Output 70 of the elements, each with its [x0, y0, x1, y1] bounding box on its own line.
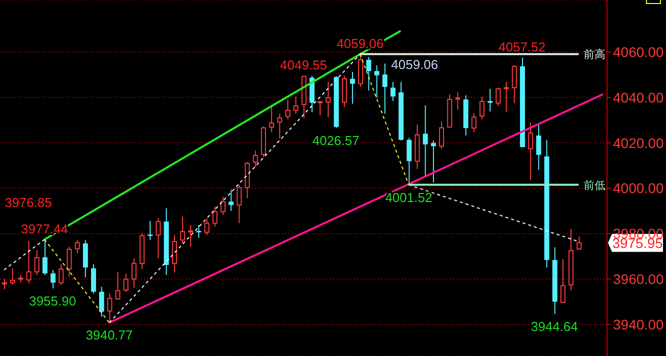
candlestick: [42, 238, 48, 276]
annotation: 4026.57: [312, 132, 360, 148]
candlestick: [99, 286, 104, 318]
annotation: 3955.90: [29, 293, 76, 308]
candlestick: [406, 137, 412, 186]
candlestick: [188, 224, 194, 248]
annotation: 4001.52: [385, 190, 432, 205]
candlestick: [220, 196, 226, 216]
candlestick: [496, 87, 501, 106]
candlestick: [115, 271, 120, 300]
y-tick-label: 4000.00: [613, 180, 664, 196]
annotation: 4049.55: [280, 58, 327, 73]
candlestick: [212, 206, 218, 228]
candlestick: [277, 113, 282, 140]
y-tick-label: 4060.00: [613, 44, 664, 60]
candlestick: [285, 98, 290, 120]
candlestick: [74, 239, 80, 254]
candlestick: [382, 63, 388, 114]
candlestick: [252, 150, 258, 168]
candlestick: [512, 64, 517, 104]
candlestick: [390, 81, 396, 102]
candlestick: [156, 218, 161, 259]
candlestick: [536, 123, 542, 170]
series-label: 前高: [584, 48, 606, 62]
candlestick: [439, 120, 444, 150]
candlestick: [528, 122, 534, 181]
candlestick: [107, 292, 112, 324]
candlestick: [374, 64, 380, 98]
candlestick: [471, 112, 476, 133]
candlestick: [204, 218, 210, 236]
y-tick-label: 4020.00: [613, 134, 664, 151]
candlestick: [50, 269, 56, 289]
candlestick: [180, 216, 186, 244]
candlestick: [196, 224, 202, 238]
annotation: 4057.52: [498, 40, 546, 55]
candlestick: [10, 268, 16, 285]
candlestick: [430, 140, 436, 184]
candlestick: [123, 272, 128, 292]
candlestick: [58, 264, 64, 286]
candlestick: [172, 234, 177, 273]
candlestick: [318, 101, 323, 116]
candlestick: [480, 96, 485, 120]
candlestick: [228, 189, 234, 212]
candlestick: [504, 81, 509, 113]
y-tick-label: 3940.00: [613, 316, 664, 332]
annotation: 3940.77: [86, 328, 133, 343]
candlestick: [560, 258, 566, 304]
y-tick-label: 3960.00: [613, 271, 664, 288]
candlestick: [576, 236, 582, 250]
candlestick: [422, 104, 428, 178]
candlestick: [293, 96, 298, 114]
candlestick: [66, 246, 72, 278]
candlestick: [91, 264, 96, 294]
candlestick: [455, 91, 460, 110]
y-tick-label: 4040.00: [613, 89, 664, 106]
candlestick: [131, 258, 136, 288]
series-label: 前低: [584, 180, 606, 192]
candlestick: [26, 240, 32, 284]
candlestick: [366, 56, 372, 91]
candlestick: [342, 75, 347, 108]
candlestick: [326, 81, 331, 118]
candlestick: [350, 71, 356, 104]
candlestick: [488, 88, 493, 112]
annotation: 4059.06: [391, 57, 438, 72]
annotation: 3976.85: [4, 194, 52, 210]
annotation: 3944.64: [530, 318, 578, 334]
candlestick: [269, 106, 274, 133]
candlestick: [236, 184, 242, 224]
candlestick: [34, 249, 40, 276]
candlestick: [148, 220, 153, 240]
